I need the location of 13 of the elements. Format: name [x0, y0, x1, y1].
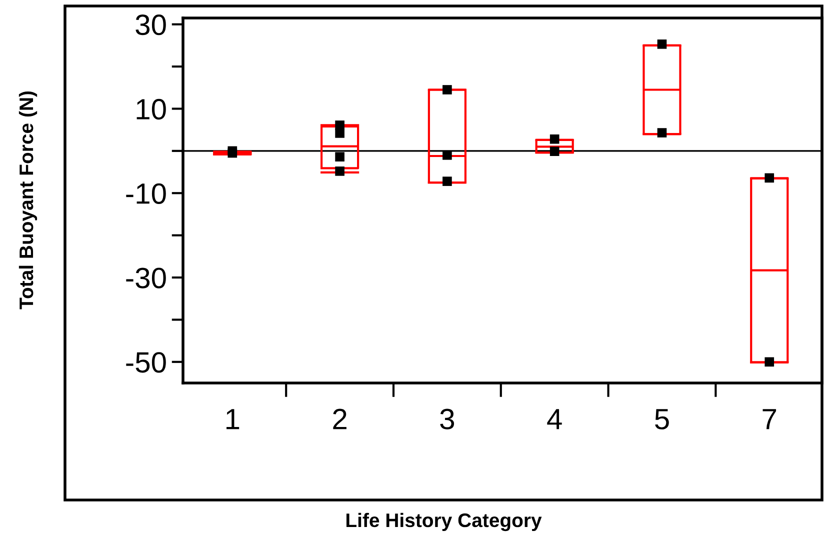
y-tick-label: 30: [136, 14, 166, 36]
x-tick-label: 2: [333, 408, 346, 430]
x-tick-label: 1: [226, 409, 240, 430]
y-tick-label: -50: [126, 352, 166, 373]
y-axis-title: Total Buoyant Force (N): [18, 91, 38, 310]
y-tick-label: 10: [136, 98, 166, 120]
x-tick-label: 7: [762, 409, 776, 430]
x-tick-label: 3: [440, 408, 454, 430]
x-tick-label: 4: [547, 409, 562, 430]
x-tick-label: 5: [655, 409, 669, 430]
y-tick-label: -30: [126, 268, 166, 288]
x-axis-title: Life History Category: [346, 512, 542, 532]
y-tick-label: -10: [126, 183, 166, 204]
